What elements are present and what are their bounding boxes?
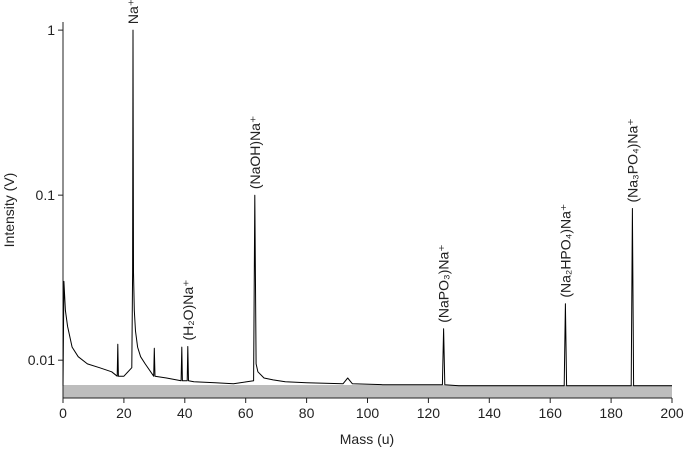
peak-label: (Na₃PO₄)Na⁺	[624, 118, 640, 202]
x-tick-label: 80	[299, 405, 315, 421]
x-tick-label: 160	[539, 405, 563, 421]
y-axis-label: Intensity (V)	[1, 173, 17, 248]
x-axis-label: Mass (u)	[340, 431, 394, 447]
peak-label: (NaPO₃)Na⁺	[436, 244, 452, 322]
x-tick-label: 180	[599, 405, 623, 421]
peak-label: (Na₂HPO₄)Na⁺	[557, 204, 573, 298]
x-tick-label: 100	[356, 405, 380, 421]
y-tick-label: 0.1	[36, 187, 56, 203]
y-tick-label: 1	[47, 22, 55, 38]
x-tick-label: 20	[116, 405, 132, 421]
x-tick-label: 60	[238, 405, 254, 421]
peak-label: (H₂O)Na⁺	[180, 279, 196, 340]
peak-label: Na⁺	[125, 0, 141, 24]
x-tick-label: 140	[478, 405, 502, 421]
peak-label: (NaOH)Na⁺	[247, 116, 263, 190]
x-tick-label: 0	[59, 405, 67, 421]
baseline-band	[63, 385, 672, 398]
x-tick-label: 200	[660, 405, 684, 421]
y-tick-label: 0.01	[28, 352, 55, 368]
x-tick-label: 40	[177, 405, 193, 421]
x-tick-label: 120	[417, 405, 441, 421]
spectrum-line	[62, 29, 672, 387]
